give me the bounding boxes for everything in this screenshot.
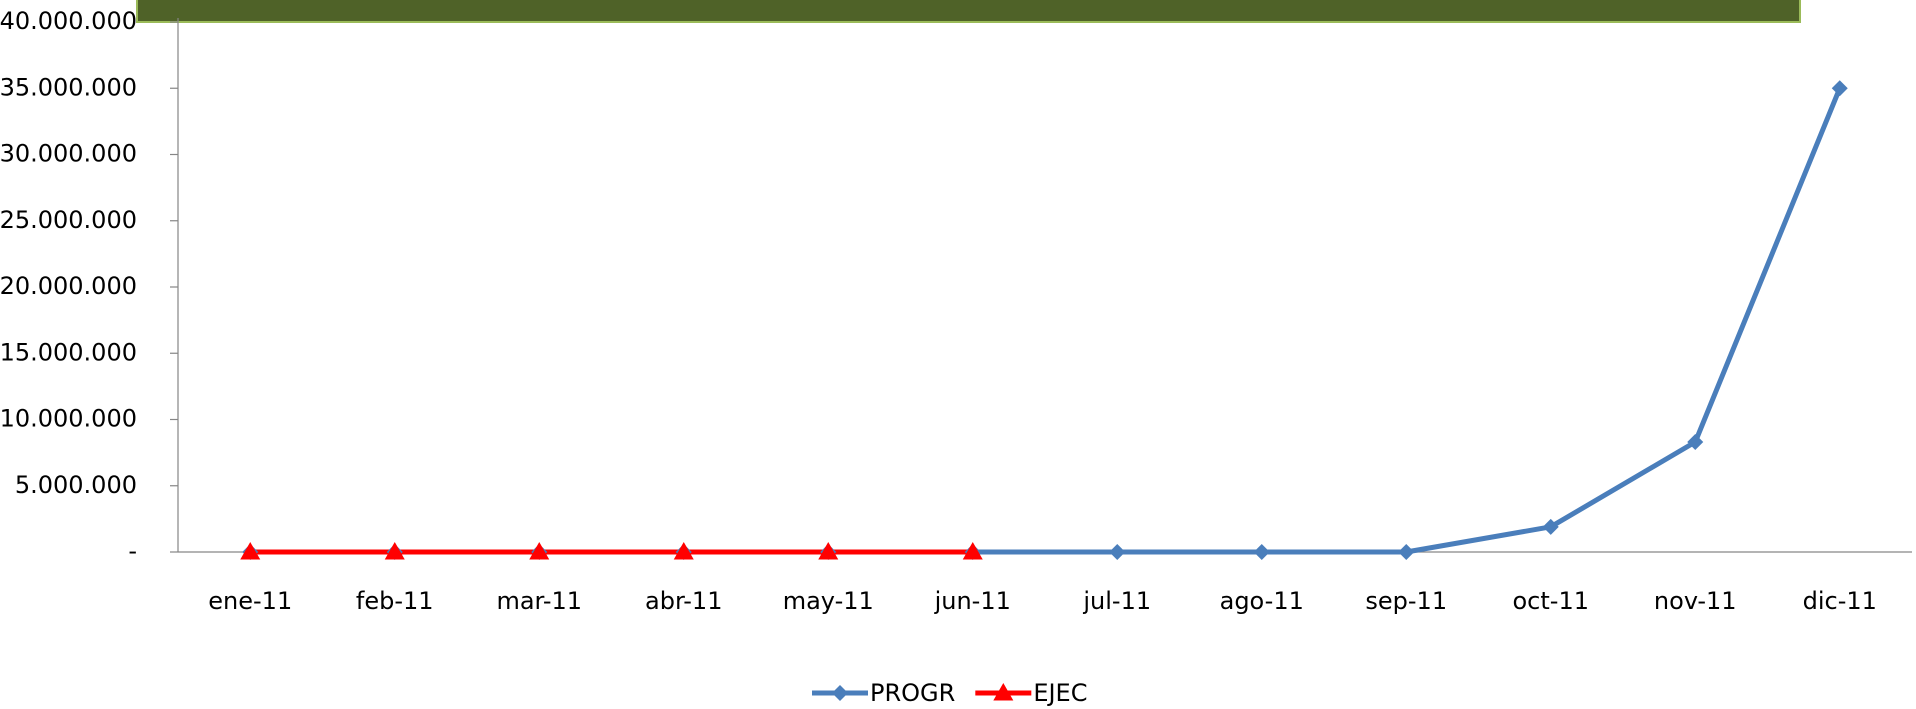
x-tick-label: ene-11 xyxy=(208,587,292,615)
legend-label: EJEC xyxy=(1033,679,1087,707)
data-point xyxy=(1831,80,1848,97)
legend-label: PROGR xyxy=(870,679,955,707)
data-point xyxy=(673,542,694,560)
x-tick-label: nov-11 xyxy=(1654,587,1737,615)
data-point xyxy=(240,542,261,560)
series-line xyxy=(250,87,1843,555)
y-tick-label: 30.000.000 xyxy=(0,140,137,168)
data-point xyxy=(529,542,550,560)
data-point xyxy=(962,542,983,560)
y-tick-label: 15.000.000 xyxy=(0,338,137,366)
legend-marker xyxy=(832,685,848,701)
x-tick-label: may-11 xyxy=(783,587,874,615)
x-tick-label: oct-11 xyxy=(1513,587,1590,615)
data-point xyxy=(384,542,405,560)
y-tick-label: 5.000.000 xyxy=(15,471,137,499)
data-point xyxy=(818,542,839,560)
data-point xyxy=(1398,544,1415,560)
data-point xyxy=(1542,518,1559,535)
data-point xyxy=(1109,544,1126,560)
y-tick-label: 20.000.000 xyxy=(0,272,137,300)
x-tick-label: abr-11 xyxy=(645,587,722,615)
x-tick-label: mar-11 xyxy=(496,587,582,615)
y-tick-label: - xyxy=(128,537,137,565)
y-tick-label: 40.000.000 xyxy=(0,7,137,35)
y-tick-label: 10.000.000 xyxy=(0,405,137,433)
data-point xyxy=(1687,434,1704,451)
y-tick-label: 25.000.000 xyxy=(0,206,137,234)
x-tick-label: jun-11 xyxy=(934,587,1011,615)
data-point xyxy=(1253,544,1270,560)
x-tick-label: jul-11 xyxy=(1082,587,1151,615)
header-bar xyxy=(136,0,1801,23)
legend-marker xyxy=(993,683,1014,701)
x-tick-label: sep-11 xyxy=(1365,587,1447,615)
x-tick-label: feb-11 xyxy=(356,587,434,615)
x-tick-label: dic-11 xyxy=(1803,587,1877,615)
x-tick-label: ago-11 xyxy=(1220,587,1304,615)
y-tick-label: 35.000.000 xyxy=(0,73,137,101)
